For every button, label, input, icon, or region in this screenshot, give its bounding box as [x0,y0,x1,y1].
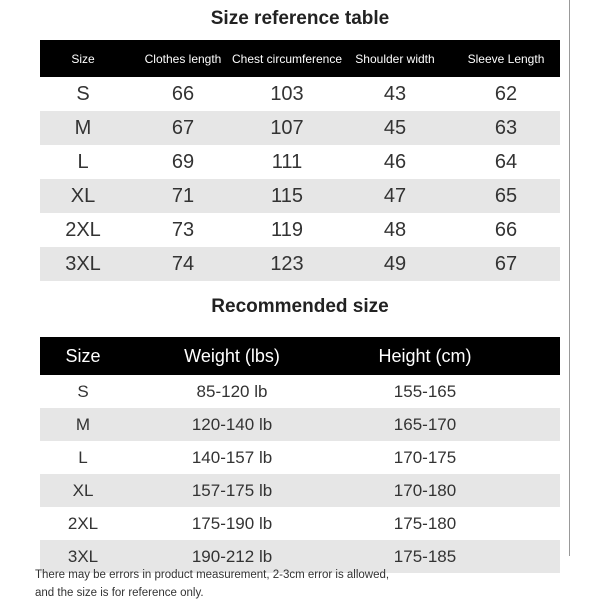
table-cell: 190-212 lb [191,546,273,566]
size-reference-title: Size reference table [210,8,390,29]
recommended-size-table: Size Weight (lbs) Height (cm) S 85-120 lb 155… [40,337,560,573]
table-row: 3XL 190-212 lb 175-185 [40,540,560,573]
table-cell: 66 [171,82,195,105]
table-cell: 120-140 lb [191,414,273,434]
size-reference-table: Size Clothes length Chest circumference Sho… [40,40,560,281]
note-line-2: and the size is for reference only. [35,587,204,599]
column-header: Clothes length [144,51,222,66]
column-header: Weight (lbs) [184,345,280,366]
table-cell: XL [72,480,94,500]
recommended-size-title: Recommended size [211,296,389,317]
table-row: M 67 107 45 63 [40,111,560,145]
table-cell: 66 [494,218,518,241]
table-cell: 123 [270,252,304,275]
divider [569,0,570,556]
table-cell: 67 [494,252,518,275]
column-header: Shoulder width [355,51,435,66]
table-cell: 165-170 [393,414,457,434]
table-cell: 103 [270,82,304,105]
table-cell: 170-180 [393,480,457,500]
table-cell: 65 [494,184,518,207]
table-cell: 170-175 [393,447,457,467]
table-row: XL 157-175 lb 170-180 [40,474,560,507]
column-header: Height (cm) [378,345,472,366]
table-cell: 46 [383,150,407,173]
table-cell: 107 [270,116,304,139]
table-cell: S [76,82,90,105]
table-cell: 111 [271,150,303,173]
table-cell: 3XL [67,546,99,566]
table-row: L 69 111 46 64 [40,145,560,179]
table-cell: 175-185 [393,546,457,566]
table-row: 3XL 74 123 49 67 [40,247,560,281]
table-cell: M [74,116,92,139]
table-cell: 175-180 [393,513,457,533]
note-line-1: There may be errors in product measureme… [35,569,390,581]
table-cell: 64 [494,150,518,173]
column-header: Size [71,51,95,66]
table-cell: 49 [383,252,407,275]
column-header: Size [65,345,101,366]
table-cell: 119 [271,218,303,241]
table-row: S 66 103 43 62 [40,77,560,111]
table-row: 2XL 73 119 48 66 [40,213,560,247]
table-cell: 48 [383,218,407,241]
table-cell: 2XL [67,513,99,533]
table-row: S 85-120 lb 155-165 [40,375,560,408]
table-row: L 140-157 lb 170-175 [40,441,560,474]
table-cell: L [78,447,88,467]
table-row: 2XL 175-190 lb 175-180 [40,507,560,540]
table-cell: 67 [171,116,195,139]
table-cell: 115 [271,184,303,207]
table-cell: 62 [494,82,518,105]
table-header: Size Weight (lbs) Height (cm) [40,337,560,375]
table-row: M 120-140 lb 165-170 [40,408,560,441]
table-cell: 175-190 lb [191,513,273,533]
table-cell: L [77,150,89,173]
column-header: Chest circumference [231,51,343,66]
table-cell: S [77,381,89,401]
column-header: Sleeve Length [467,51,545,66]
table-cell: 2XL [65,218,101,241]
table-cell: 71 [171,184,195,207]
table-cell: 85-120 lb [196,381,268,401]
table-cell: 73 [171,218,195,241]
table-cell: 3XL [65,252,101,275]
table-cell: XL [70,184,96,207]
table-cell: M [75,414,91,434]
table-cell: 45 [383,116,407,139]
table-cell: 47 [383,184,407,207]
table-cell: 43 [383,82,407,105]
table-cell: 140-157 lb [191,447,273,467]
table-header: Size Clothes length Chest circumference Sho… [40,40,560,77]
table-cell: 69 [171,150,195,173]
table-cell: 74 [171,252,195,275]
table-row: XL 71 115 47 65 [40,179,560,213]
table-cell: 155-165 [393,381,457,401]
table-cell: 157-175 lb [191,480,273,500]
table-cell: 63 [494,116,518,139]
